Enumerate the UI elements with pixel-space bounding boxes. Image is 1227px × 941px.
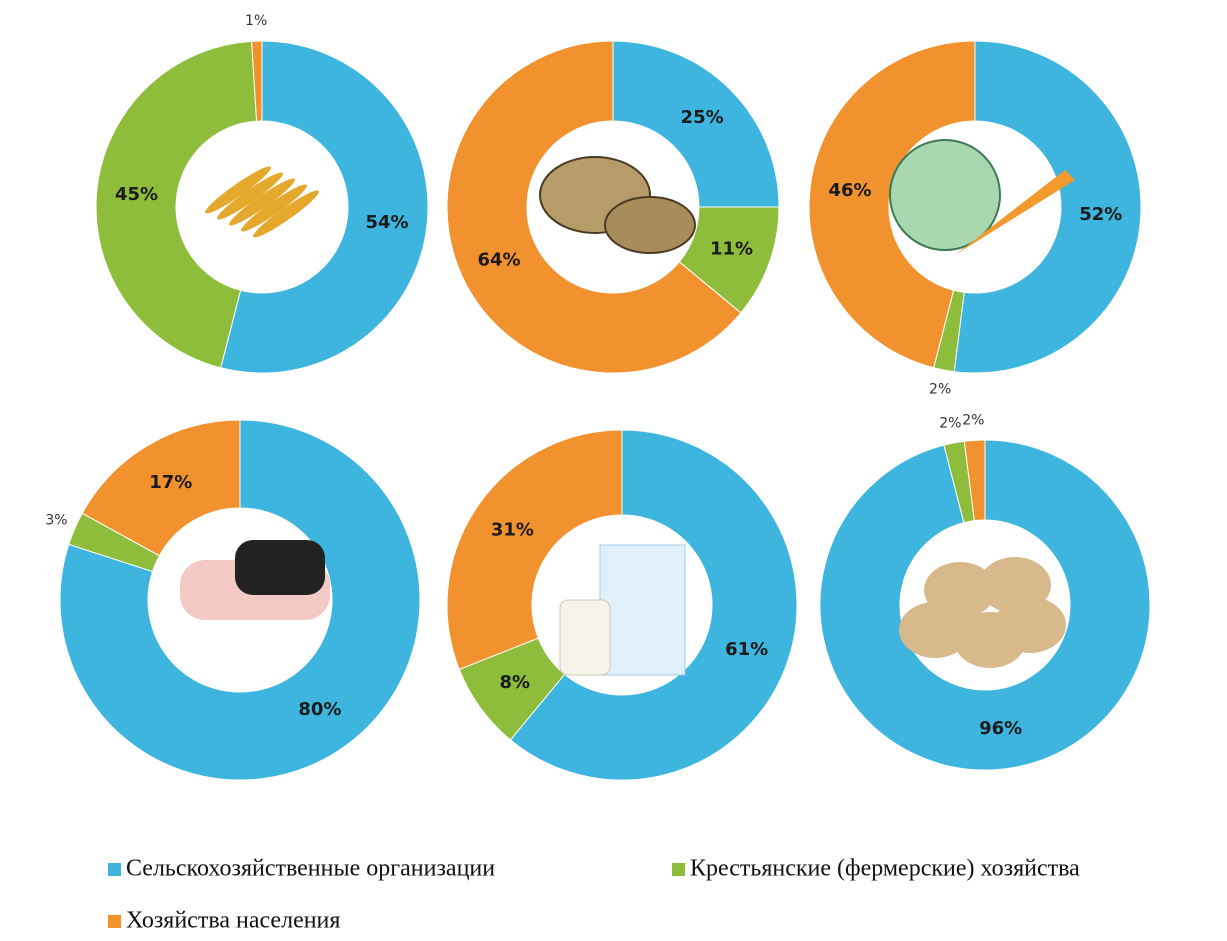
icon: [559, 599, 611, 676]
icon: [241, 184, 307, 232]
legend-label: Крестьянские (фермерские) хозяйства: [690, 856, 1080, 882]
icon: [229, 178, 295, 226]
data-label: 8%: [500, 672, 531, 693]
data-label: 96%: [979, 718, 1022, 739]
icon: [235, 540, 325, 595]
donut-segment: [819, 439, 1151, 771]
donut-segment: [95, 40, 258, 369]
donut-segment: [446, 40, 742, 374]
data-label: 11%: [710, 239, 753, 260]
legend-label: Хозяйства населения: [126, 908, 340, 934]
icon: [994, 597, 1066, 653]
data-label: 80%: [298, 699, 341, 720]
center-icon: [559, 544, 686, 676]
data-label: 17%: [149, 472, 192, 493]
data-label: 2%: [939, 415, 961, 431]
icon: [253, 190, 319, 238]
center-icon: [899, 557, 1066, 668]
data-label: 25%: [681, 107, 724, 128]
donut-segment: [612, 40, 780, 208]
donut-segment: [509, 429, 798, 781]
legend-swatch: [672, 863, 685, 876]
center-icon: [539, 156, 696, 254]
data-label: 46%: [828, 180, 871, 201]
center-icon: [889, 139, 1075, 255]
data-label: 2%: [929, 382, 951, 398]
icon: [599, 544, 686, 676]
data-label: 52%: [1079, 204, 1122, 225]
icon: [955, 170, 1075, 255]
donut-segment: [808, 40, 976, 369]
donut-segment: [220, 40, 429, 374]
legend-swatch: [108, 863, 121, 876]
data-label: 64%: [477, 250, 520, 271]
icon: [899, 602, 971, 658]
donut-segment: [251, 40, 263, 122]
donut-segment: [446, 429, 623, 671]
donut-segment: [59, 419, 421, 781]
data-label: 45%: [115, 184, 158, 205]
icon: [604, 196, 696, 254]
legend-swatch: [108, 915, 121, 928]
data-label: 1%: [245, 13, 267, 29]
center-icon: [180, 540, 330, 620]
icon: [217, 172, 283, 220]
donut-segment: [81, 419, 241, 557]
legend-label: Сельскохозяйственные организации: [126, 856, 495, 882]
data-label: 54%: [365, 212, 408, 233]
data-label: 31%: [491, 520, 534, 541]
donut-segment: [953, 40, 1142, 374]
donuts: 54% 45% 1% 25% 11% 64% 52% 2% 46% 80% 3% 17% 61% 8% 31…: [45, 13, 1151, 781]
data-label: 2%: [962, 412, 984, 428]
data-label: 3%: [45, 513, 67, 529]
icon: [205, 166, 271, 214]
data-label: 61%: [725, 639, 768, 660]
center-icon: [205, 166, 319, 238]
icon: [889, 139, 1001, 251]
donut-segment: [963, 439, 986, 522]
legend: Сельскохозяйственные организации Крестьян…: [108, 856, 1080, 934]
